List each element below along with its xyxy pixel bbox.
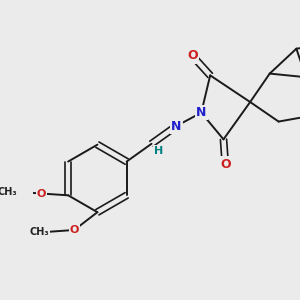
Text: O: O — [220, 158, 231, 171]
Text: O: O — [37, 188, 46, 199]
Text: N: N — [196, 106, 206, 119]
Text: O: O — [187, 49, 198, 62]
Text: CH₃: CH₃ — [30, 227, 50, 237]
Text: H: H — [154, 146, 163, 156]
Text: O: O — [70, 225, 79, 235]
Text: CH₃: CH₃ — [0, 187, 16, 197]
Text: N: N — [171, 119, 182, 133]
